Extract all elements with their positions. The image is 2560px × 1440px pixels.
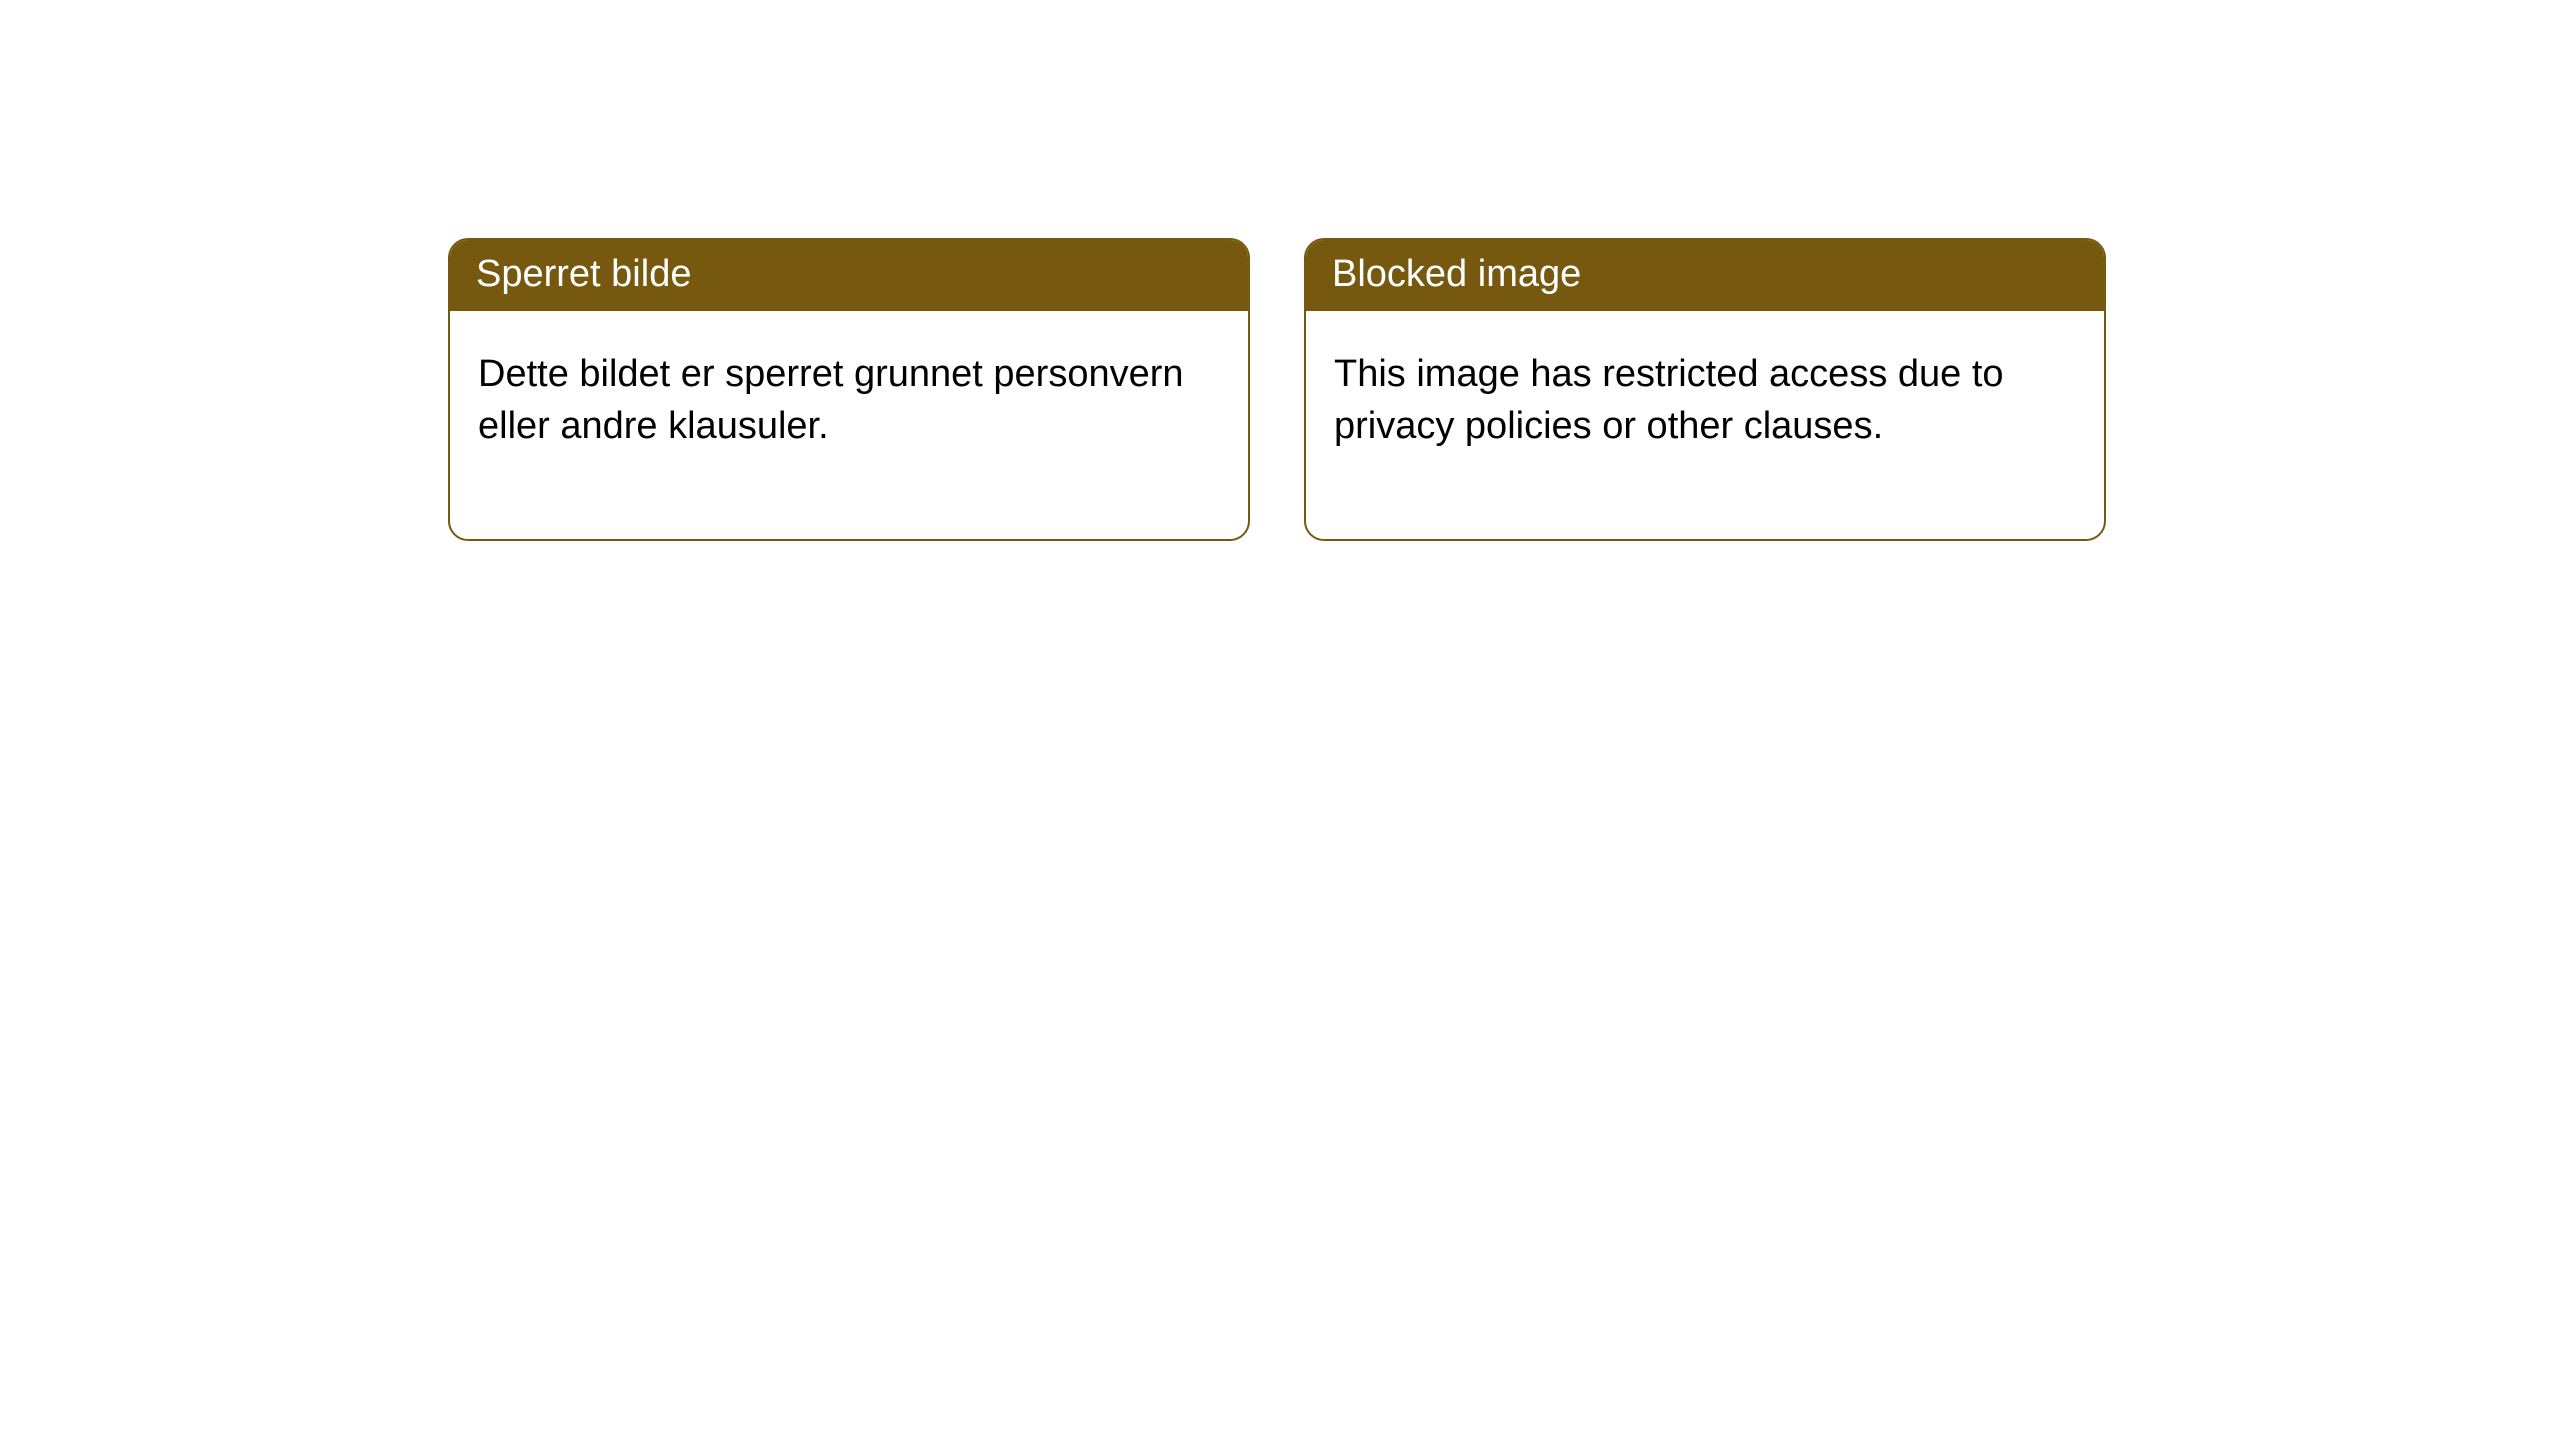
card-title: Sperret bilde [476,253,691,295]
card-header: Blocked image [1306,240,2104,311]
notice-container: Sperret bilde Dette bildet er sperret gr… [0,0,2560,541]
card-body: This image has restricted access due to … [1306,311,2104,538]
notice-card-english: Blocked image This image has restricted … [1304,238,2106,541]
card-title: Blocked image [1332,253,1581,295]
notice-card-norwegian: Sperret bilde Dette bildet er sperret gr… [448,238,1250,541]
card-body-text: This image has restricted access due to … [1334,353,2004,447]
card-body: Dette bildet er sperret grunnet personve… [450,311,1248,538]
card-header: Sperret bilde [450,240,1248,311]
card-body-text: Dette bildet er sperret grunnet personve… [478,353,1184,447]
